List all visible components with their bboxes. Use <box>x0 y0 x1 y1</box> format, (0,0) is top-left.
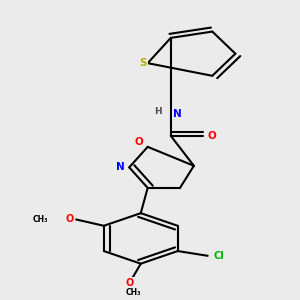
Text: CH₃: CH₃ <box>126 288 142 297</box>
Text: O: O <box>125 278 134 288</box>
Text: H: H <box>154 107 162 116</box>
Text: O: O <box>134 137 143 147</box>
Text: O: O <box>208 131 217 141</box>
Text: O: O <box>65 214 74 224</box>
Text: N: N <box>173 109 182 119</box>
Text: Cl: Cl <box>214 251 225 261</box>
Text: S: S <box>139 58 147 68</box>
Text: CH₃: CH₃ <box>33 215 49 224</box>
Text: N: N <box>116 162 124 172</box>
